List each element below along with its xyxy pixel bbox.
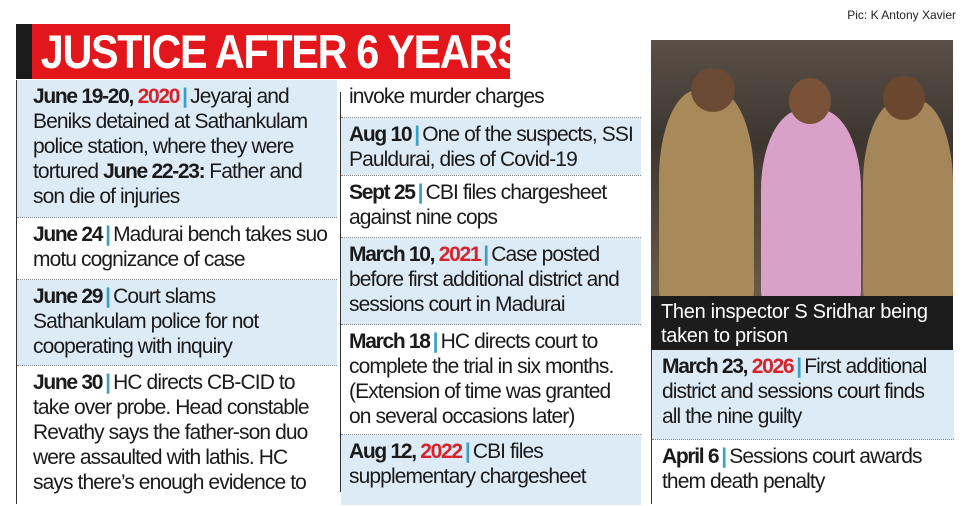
timeline-column-1: June 19-20, 2020 | Jeyaraj and Beniks deta… [16,80,337,506]
entry-date: April 6 [662,445,720,468]
entry-date: March 10, [349,243,439,266]
entry-text: CBI files chargesheet against nine cops [349,181,607,229]
entry-text: Jeyaraj and Beniks detained at Sathankul… [33,85,308,183]
timeline-column-2: invoke murder charges Aug 10 | One of the … [340,80,641,505]
news-photo [651,40,953,296]
entry-text: CBI files supplementary chargesheet [349,440,587,488]
timeline-entry: March 23, 2026 | First additional district… [652,350,954,440]
entry-date: June 22-23: [103,160,206,183]
entry-text: Court slams Sathankulam police for not c… [33,285,259,358]
entry-text: HC directs CB-CID to take over probe. He… [33,371,310,494]
timeline-entry: June 19-20, 2020 | Jeyaraj and Beniks deta… [17,80,337,218]
separator: | [105,285,111,308]
entry-year: 2022 [420,440,463,463]
entry-text: HC directs court to complete the trial i… [349,330,614,428]
timeline-entry: Aug 12, 2022 | CBI files supplementary cha… [341,435,641,505]
entry-date: June 30 [33,371,103,394]
timeline-entry: March 10, 2021 | Case posted before first … [341,238,641,325]
entry-date: March 18 [349,330,431,353]
separator: | [105,371,111,394]
timeline-column-3: March 23, 2026 | First additional district… [651,350,954,504]
entry-date: Aug 10 [349,123,413,146]
timeline-entry: June 30 | HC directs CB-CID to take over p… [17,366,337,506]
timeline-entry: Aug 10 | One of the suspects, SSI Pauldura… [341,118,641,176]
separator: | [432,330,439,353]
separator: | [417,181,424,204]
entry-text: Sessions court awards them death penalty [662,445,923,493]
separator: | [105,223,111,246]
entry-text: invoke murder charges [349,85,545,108]
headline: JUSTICE AFTER 6 YEARS [40,25,525,78]
entry-date: Sept 25 [349,181,416,204]
separator: | [182,85,188,108]
timeline-entry: June 24 | Madurai bench takes suo motu cog… [17,218,337,280]
separator: | [414,123,420,146]
separator: | [721,445,727,468]
timeline-entry: April 6 | Sessions court awards them death… [652,440,954,504]
entry-date: June 24 [33,223,103,246]
entry-year: 2021 [438,243,482,266]
separator: | [483,243,489,266]
timeline-entry: invoke murder charges [341,80,641,118]
entry-date: June 19-20, [33,85,138,108]
headline-banner: JUSTICE AFTER 6 YEARS [16,24,525,79]
entry-date: Aug 12, [349,440,421,463]
entry-text: First additional district and sessions c… [662,355,927,428]
entry-text: Madurai bench takes suo motu cognizance … [33,223,328,271]
timeline-entry: Sept 25 | CBI files chargesheet against ni… [341,176,641,238]
separator: | [796,355,802,378]
entry-year: 2020 [137,85,181,108]
entry-text: Father and son die of injuries [33,160,303,208]
separator: | [464,440,471,463]
entry-text: One of the suspects, SSI Pauldurai, dies… [349,123,634,171]
timeline-entry: March 18 | HC directs court to complete th… [341,325,641,435]
timeline-entry: June 29 | Court slams Sathankulam police f… [17,280,337,366]
entry-date: June 29 [33,285,103,308]
photo-caption: Then inspector S Sridhar being taken to … [651,296,953,350]
entry-text: Case posted before first additional dist… [349,243,620,316]
photo-credit: Pic: K Antony Xavier [847,8,956,22]
entry-date: March 23, [662,355,752,378]
entry-year: 2026 [751,355,795,378]
